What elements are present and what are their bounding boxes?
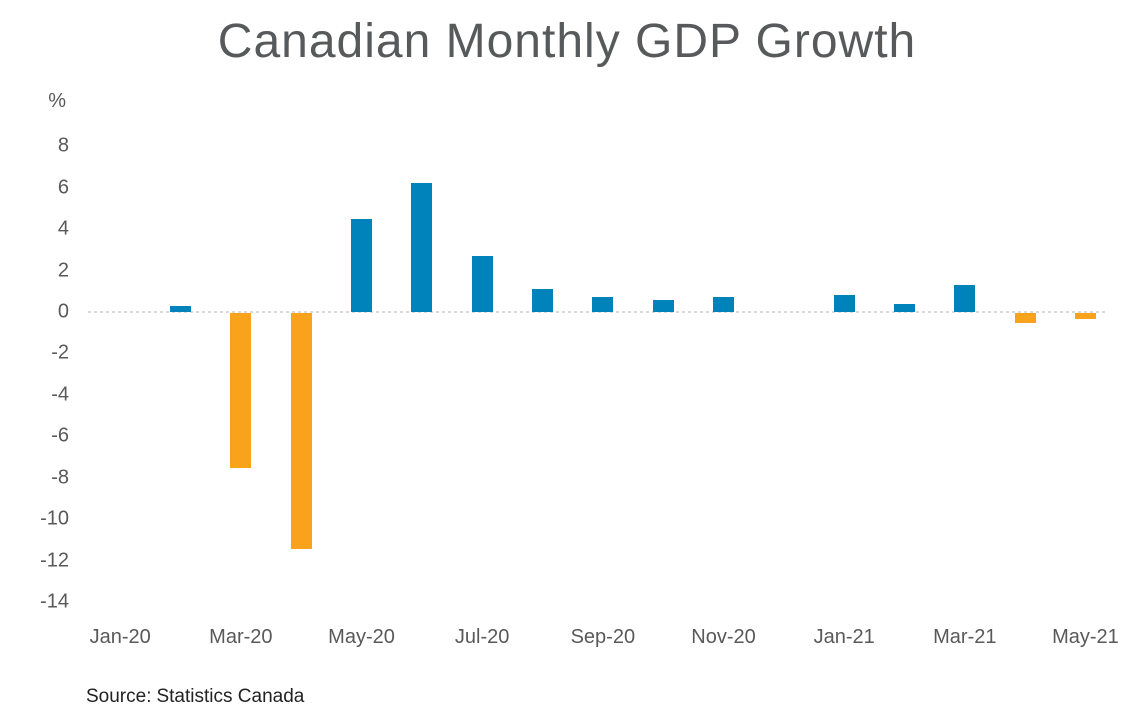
x-tick-sep-20: Sep-20: [570, 626, 636, 648]
source-label: Source:: [86, 686, 152, 707]
bar-feb-21: [893, 303, 915, 312]
source-note: Source: Statistics Canada: [86, 686, 304, 708]
y-tick--2: -2: [51, 341, 69, 364]
x-tick-jul-20: Jul-20: [454, 626, 510, 648]
bar-jun-20: [411, 183, 433, 312]
bar-apr-20: [290, 313, 312, 550]
bar-oct-20: [652, 299, 674, 312]
y-tick-4: 4: [57, 217, 69, 240]
y-tick--12: -12: [40, 549, 69, 572]
bar-may-21: [1074, 313, 1096, 320]
bar-sep-20: [592, 297, 614, 312]
y-tick-0: 0: [57, 300, 69, 323]
x-tick-nov-20: Nov-20: [691, 626, 756, 648]
x-tick-mar-20: Mar-20: [209, 626, 273, 648]
source-value: Statistics Canada: [156, 686, 305, 707]
bar-may-20: [351, 218, 373, 312]
y-tick--4: -4: [51, 383, 69, 406]
y-tick-6: 6: [57, 176, 69, 199]
y-axis-unit-label: %: [48, 90, 66, 112]
bar-jan-21: [833, 295, 855, 312]
chart-title: Canadian Monthly GDP Growth: [217, 15, 917, 68]
y-tick--6: -6: [51, 424, 69, 447]
bar-mar-21: [954, 285, 976, 312]
bar-nov-20: [713, 297, 734, 312]
zero-gridline: [88, 311, 1106, 313]
bar-aug-20: [532, 289, 553, 312]
x-tick-jan-21: Jan-21: [813, 626, 875, 648]
y-tick--14: -14: [40, 590, 69, 613]
bar-mar-20: [230, 313, 252, 469]
y-tick--10: -10: [40, 507, 69, 530]
x-tick-jan-20: Jan-20: [89, 626, 151, 648]
bar-feb-20: [170, 305, 192, 312]
bar-apr-21: [1014, 313, 1036, 324]
y-tick-8: 8: [57, 134, 69, 157]
bar-jul-20: [471, 256, 493, 312]
x-tick-may-20: May-20: [328, 626, 395, 648]
y-tick-2: 2: [57, 259, 69, 282]
x-tick-mar-21: Mar-21: [933, 626, 997, 648]
y-tick--8: -8: [51, 466, 69, 489]
x-tick-may-21: May-21: [1052, 626, 1119, 648]
